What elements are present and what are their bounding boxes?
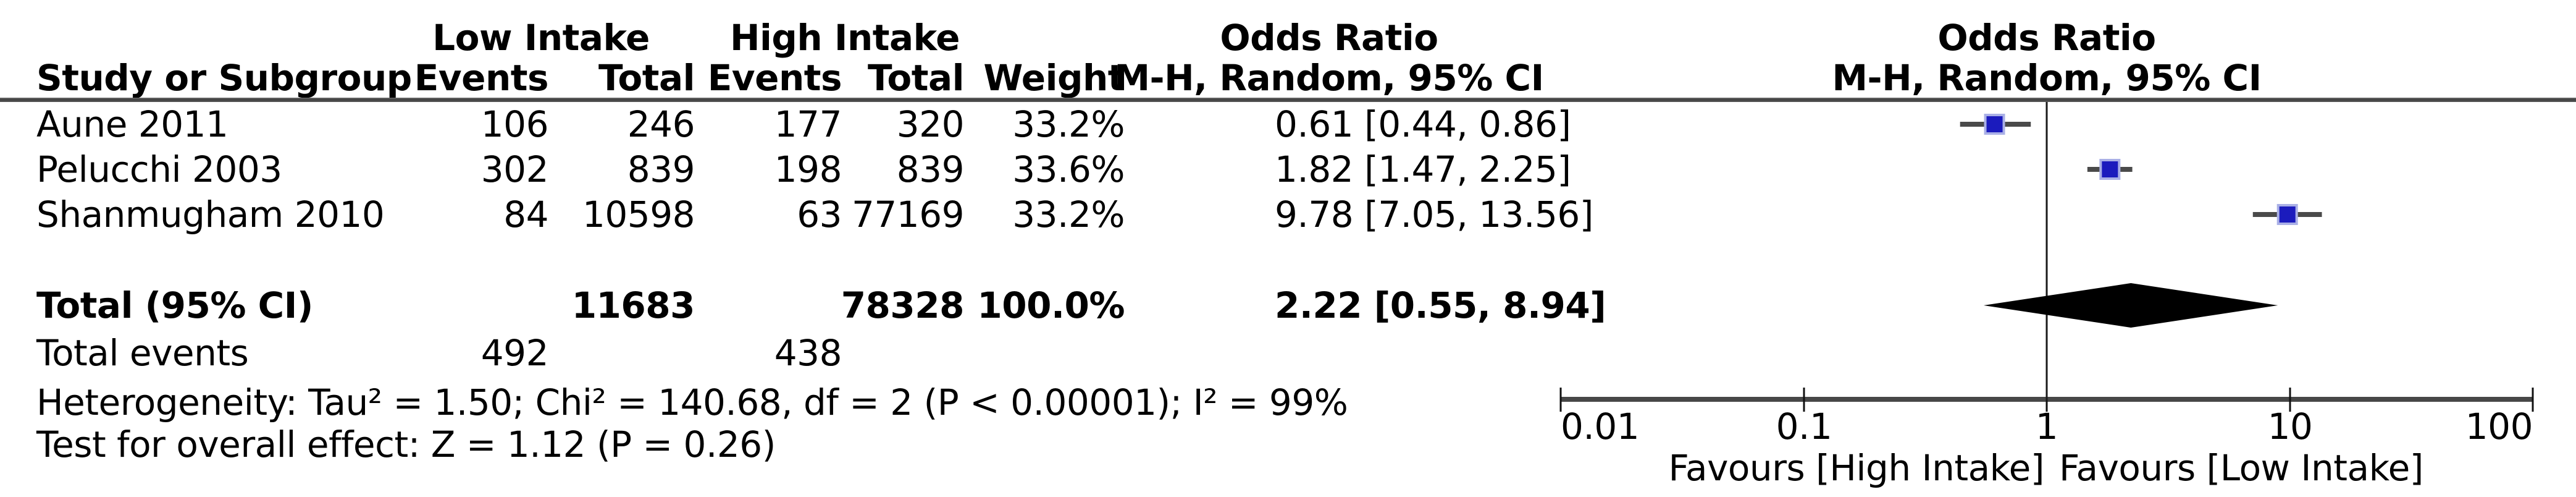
or-ci-text: 1.82 [1.47, 2.25] (1275, 148, 1571, 190)
tick-label-10: 10 (2267, 406, 2313, 448)
or-marker (2099, 159, 2121, 180)
total-high: 839 (896, 148, 965, 190)
or-ci-text: 0.61 [0.44, 0.86] (1275, 103, 1571, 145)
weight: 33.2% (1012, 103, 1125, 145)
group2-header: High Intake (729, 17, 960, 59)
total-events-low: 492 (480, 332, 549, 374)
weight: 33.6% (1012, 148, 1125, 190)
or-marker (2276, 204, 2298, 225)
total-row-label: Total (95% CI) (36, 284, 313, 326)
total-low-total: 11683 (571, 284, 695, 326)
events-low: 302 (480, 148, 549, 190)
total-high-total: 78328 (841, 284, 965, 326)
total-high: 77169 (851, 193, 965, 236)
col-header-study: Study or Subgroup (36, 57, 412, 99)
col-header-events-low: Events (414, 57, 549, 99)
total-low: 246 (627, 103, 695, 145)
events-low: 106 (480, 103, 549, 145)
total-weight: 100.0% (977, 284, 1125, 326)
or-marker (1984, 114, 2005, 135)
graph-title: Odds Ratio (1937, 17, 2156, 59)
events-high: 198 (774, 148, 842, 190)
heterogeneity-text: Heterogeneity: Tau² = 1.50; Chi² = 140.6… (36, 381, 1348, 423)
header-separator (0, 98, 2576, 102)
events-high: 177 (774, 103, 842, 145)
tick-label-1: 1 (2035, 406, 2058, 448)
or-column-title: Odds Ratio (1220, 17, 1438, 59)
events-low: 84 (503, 193, 548, 236)
axis-tick-0.1 (1803, 388, 1805, 412)
overall-effect-text: Test for overall effect: Z = 1.12 (P = 0… (36, 423, 776, 465)
events-high: 63 (797, 193, 842, 236)
weight: 33.2% (1012, 193, 1125, 236)
col-header-weight: Weight (983, 57, 1125, 99)
study-name: Shanmugham 2010 (36, 193, 385, 236)
axis-tick-0.01 (1559, 388, 1562, 412)
col-header-method: M-H, Random, 95% CI (1114, 57, 1544, 99)
total-low: 10598 (582, 193, 695, 236)
tick-label-100: 100 (2465, 406, 2533, 448)
graph-method-label: M-H, Random, 95% CI (1832, 57, 2262, 99)
study-name: Aune 2011 (36, 103, 229, 145)
group1-header: Low Intake (432, 17, 650, 59)
col-header-total-high: Total (868, 57, 964, 99)
null-effect-line (2045, 102, 2048, 401)
tick-label-0.1: 0.1 (1776, 406, 1832, 448)
total-events-label: Total events (36, 332, 249, 374)
summary-diamond (1983, 283, 2278, 328)
axis-tick-100 (2532, 388, 2534, 412)
favours-left-label: Favours [High Intake] (1668, 447, 2045, 489)
axis-tick-10 (2289, 388, 2291, 412)
total-high: 320 (896, 103, 965, 145)
col-header-total-low: Total (598, 57, 695, 99)
total-events-high: 438 (774, 332, 842, 374)
col-header-events-high: Events (707, 57, 842, 99)
favours-right-label: Favours [Low Intake] (2059, 447, 2423, 489)
study-name: Pelucchi 2003 (36, 148, 282, 190)
total-low: 839 (627, 148, 695, 190)
tick-label-0.01: 0.01 (1561, 406, 1640, 448)
